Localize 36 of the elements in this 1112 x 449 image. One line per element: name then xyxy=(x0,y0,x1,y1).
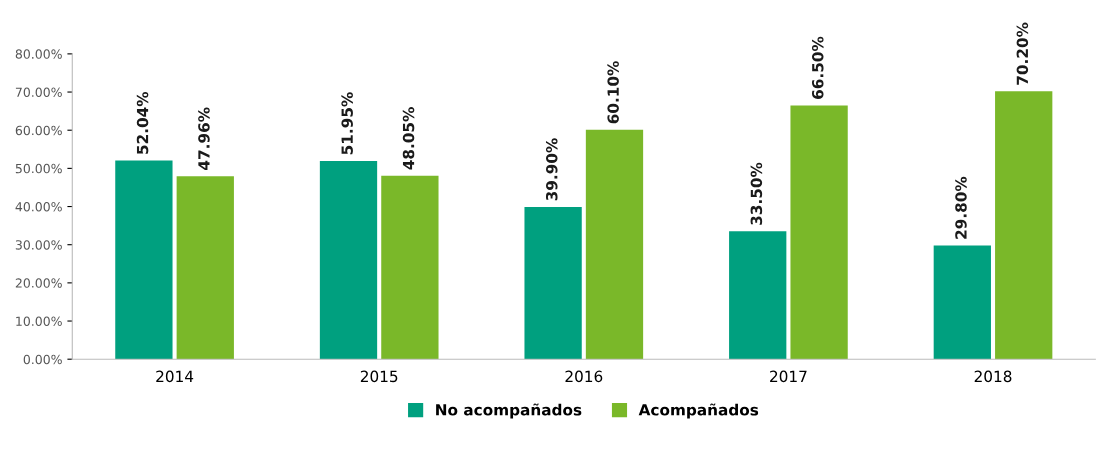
x-tick-label: 2018 xyxy=(974,370,1012,383)
data-label: 48.05% xyxy=(402,107,415,170)
data-label: 33.50% xyxy=(750,162,763,225)
data-label: 60.10% xyxy=(607,61,619,124)
legend-label: Acompañados xyxy=(638,403,759,419)
bar xyxy=(319,160,378,360)
data-label: 52.04% xyxy=(136,91,149,154)
legend-label: No acompañados xyxy=(436,403,582,419)
data-label: 29.80% xyxy=(955,176,967,239)
data-label: 47.96% xyxy=(198,107,210,170)
y-tick-label: 20.00% xyxy=(15,278,62,288)
y-tick-label: 10.00% xyxy=(16,316,62,326)
y-tick-label: 50.00% xyxy=(15,163,62,174)
x-tick-label: 2016 xyxy=(565,370,603,383)
data-label: 66.50% xyxy=(811,36,824,99)
bar xyxy=(585,129,644,360)
bar xyxy=(790,105,848,360)
x-tick-label: 2017 xyxy=(770,370,807,383)
bar xyxy=(115,160,173,360)
y-tick-label: 30.00% xyxy=(15,240,62,250)
bar xyxy=(729,231,787,360)
x-tick-label: 2014 xyxy=(156,370,194,383)
bar xyxy=(995,91,1053,360)
bar xyxy=(933,245,991,360)
y-tick-label: 60.00% xyxy=(15,125,62,136)
data-label: 70.20% xyxy=(1016,22,1029,85)
y-tick-label: 40.00% xyxy=(15,202,62,212)
x-tick-label: 2015 xyxy=(360,370,398,383)
y-tick-label: 0.00% xyxy=(23,354,62,365)
y-tick-label: 80.00% xyxy=(15,49,62,59)
data-label: 39.90% xyxy=(545,138,558,201)
data-label: 51.95% xyxy=(341,92,353,155)
bar xyxy=(176,176,234,360)
bar xyxy=(524,206,582,360)
bar xyxy=(381,175,439,360)
y-tick-label: 70.00% xyxy=(15,87,62,97)
